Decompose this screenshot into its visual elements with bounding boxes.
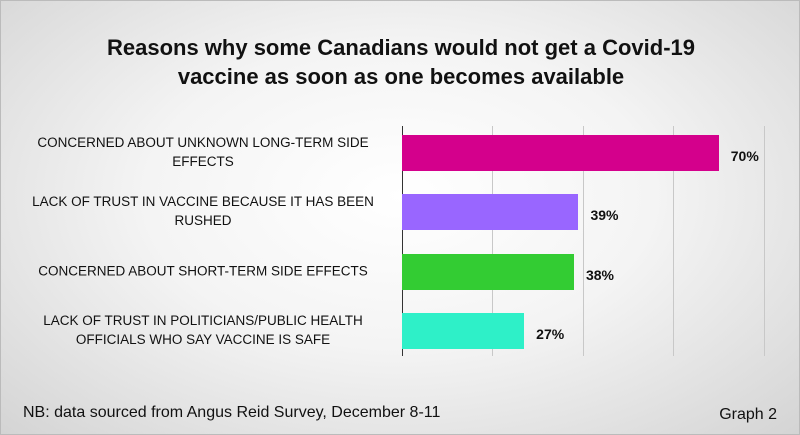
value-label: 38% [585, 266, 614, 283]
bar [402, 312, 525, 349]
grid-line [673, 126, 674, 356]
category-label: LACK OF TRUST IN VACCINE BECAUSE IT HAS … [32, 194, 374, 229]
category-label: CONCERNED ABOUT SHORT-TERM SIDE EFFECTS [38, 263, 368, 279]
value-label: 70% [730, 148, 759, 164]
value-label: 39% [590, 207, 619, 224]
chart-title: Reasons why some Canadians would not get… [106, 35, 695, 89]
axis-line [401, 126, 403, 356]
grid-line [763, 126, 765, 356]
note: NB: data sourced from Angus Reid Survey,… [23, 404, 441, 421]
bar [402, 194, 579, 231]
grid-line [582, 126, 584, 356]
bar [402, 135, 719, 171]
grid-line [492, 126, 493, 356]
bar [402, 253, 574, 290]
category-label: LACK OF TRUST IN POLITICIANS/PUBLIC HEAL… [43, 312, 363, 347]
graph-label: Graph 2 [719, 406, 777, 423]
category-label: CONCERNED ABOUT UNKNOWN LONG-TERM SIDE E… [37, 135, 369, 169]
value-label: 27% [536, 325, 565, 342]
